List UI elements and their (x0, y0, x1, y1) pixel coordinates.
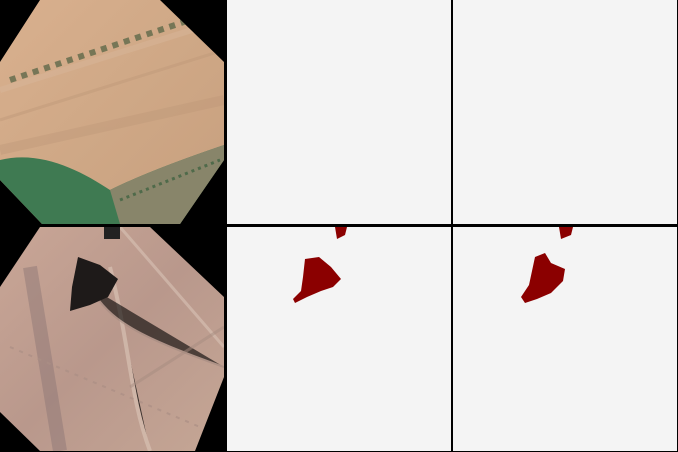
mask-panel (453, 227, 677, 451)
satellite-image-farmland (0, 0, 224, 224)
mask-panel (227, 227, 451, 451)
mask-region (293, 227, 347, 303)
mask-region (521, 227, 573, 303)
mask-panel (453, 0, 677, 224)
mask-panel (227, 0, 451, 224)
satellite-image-pond (0, 227, 224, 451)
